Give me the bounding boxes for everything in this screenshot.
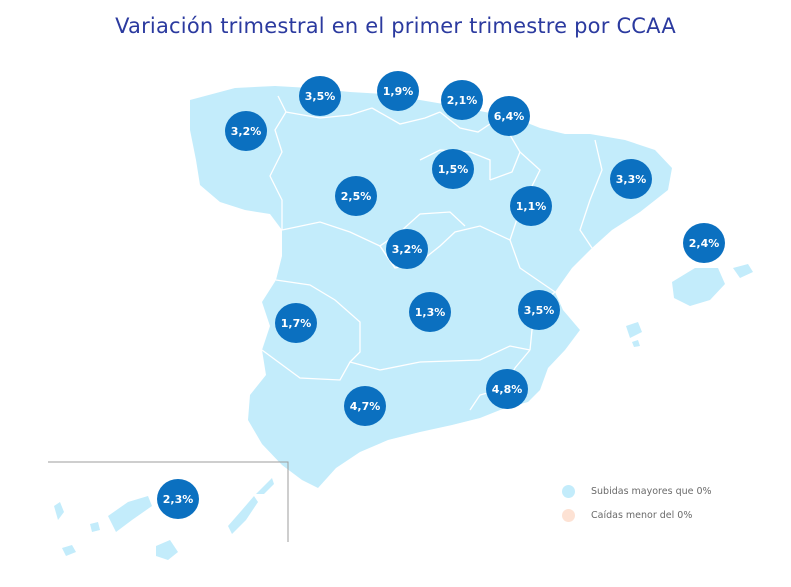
badge-cataluna-value: 3,3%	[616, 173, 647, 186]
badge-aragon: 1,1%	[510, 186, 552, 226]
badge-cataluna: 3,3%	[610, 159, 652, 199]
island-gran-canaria	[156, 540, 178, 560]
badge-galicia-value: 3,2%	[231, 125, 262, 138]
badge-navarra-value: 6,4%	[494, 110, 525, 123]
badge-pais-vasco: 2,1%	[441, 80, 483, 120]
island-tenerife	[108, 496, 152, 532]
badge-canarias: 2,3%	[157, 479, 199, 519]
badge-castilla-y-leon-value: 2,5%	[341, 190, 372, 203]
badge-comunidad-valenciana: 3,5%	[518, 290, 560, 330]
badge-madrid-value: 3,2%	[392, 243, 423, 256]
island-hierro	[62, 545, 76, 556]
baleares-mallorca	[672, 268, 725, 306]
legend-item-increase: Subidas mayores que 0%	[562, 480, 712, 502]
canarias-inset	[48, 461, 289, 560]
badge-extremadura-value: 1,7%	[281, 317, 312, 330]
badge-baleares: 2,4%	[683, 223, 725, 263]
mainland-shape	[190, 86, 672, 488]
badge-murcia-value: 4,8%	[492, 383, 523, 396]
map-legend: Subidas mayores que 0% Caídas menor del …	[562, 480, 712, 528]
region-borders	[261, 95, 603, 411]
badge-baleares-value: 2,4%	[689, 237, 720, 250]
badge-aragon-value: 1,1%	[516, 200, 547, 213]
badge-madrid: 3,2%	[386, 229, 428, 269]
badge-asturias-value: 3,5%	[305, 90, 336, 103]
legend-swatch-increase	[562, 484, 575, 498]
badge-canarias-value: 2,3%	[163, 493, 194, 506]
badge-la-rioja-value: 1,5%	[438, 163, 469, 176]
legend-label-decrease: Caídas menor del 0%	[591, 509, 693, 521]
island-fuerteventura	[228, 496, 258, 534]
badge-pais-vasco-value: 2,1%	[447, 94, 478, 107]
baleares-formentera	[632, 340, 640, 347]
legend-item-decrease: Caídas menor del 0%	[562, 504, 712, 526]
badge-cantabria-value: 1,9%	[383, 85, 414, 98]
badge-andalucia: 4,7%	[344, 386, 386, 426]
island-la-palma	[54, 502, 64, 520]
island-gomera	[90, 522, 100, 532]
island-lanzarote	[256, 478, 274, 494]
badge-murcia: 4,8%	[486, 369, 528, 409]
legend-label-increase: Subidas mayores que 0%	[591, 485, 712, 497]
badge-asturias: 3,5%	[299, 76, 341, 116]
baleares-menorca	[733, 264, 753, 278]
badge-castilla-la-mancha-value: 1,3%	[415, 306, 446, 319]
legend-swatch-decrease	[562, 508, 575, 522]
badge-castilla-la-mancha: 1,3%	[409, 292, 451, 332]
map-title: Variación trimestral en el primer trimes…	[115, 14, 676, 38]
baleares-ibiza	[626, 322, 642, 338]
badge-castilla-y-leon: 2,5%	[335, 176, 377, 216]
badge-la-rioja: 1,5%	[432, 149, 474, 189]
badge-andalucia-value: 4,7%	[350, 400, 381, 413]
badge-navarra: 6,4%	[488, 96, 530, 136]
inset-frame	[48, 461, 289, 542]
badge-cantabria: 1,9%	[377, 71, 419, 111]
badge-galicia: 3,2%	[225, 111, 267, 151]
badge-extremadura: 1,7%	[275, 303, 317, 343]
badge-comunidad-valenciana-value: 3,5%	[524, 304, 555, 317]
